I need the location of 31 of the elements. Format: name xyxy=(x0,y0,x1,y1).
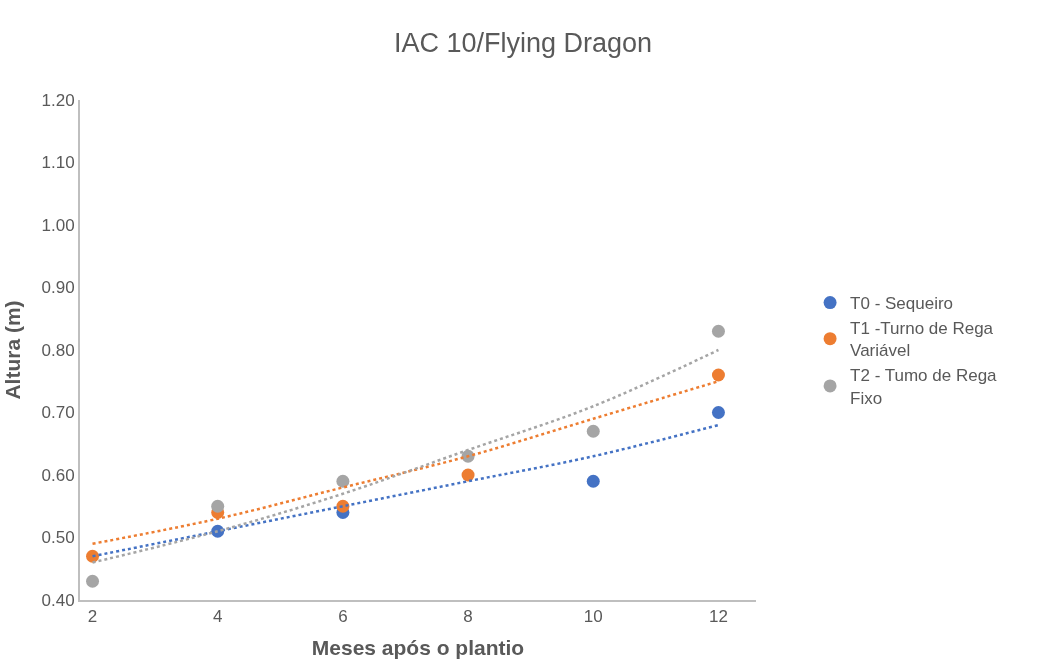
y-tick-label: 0.60 xyxy=(41,465,75,485)
y-tick-label: 0.50 xyxy=(41,528,75,548)
x-tick-label: 12 xyxy=(708,607,728,627)
chart-title: IAC 10/Flying Dragon xyxy=(393,28,653,59)
y-tick-label: 1.00 xyxy=(41,215,75,235)
x-tick-label: 2 xyxy=(87,607,98,627)
x-tick-label: 6 xyxy=(338,607,348,627)
point xyxy=(586,424,600,438)
y-tick-label: 0.40 xyxy=(41,590,75,610)
legend-label: T0 - Sequeiro xyxy=(850,294,954,314)
x-tick-label: 4 xyxy=(212,607,223,627)
x-tick-label: 8 xyxy=(463,607,473,627)
y-tick-label: 1.20 xyxy=(41,90,75,110)
point xyxy=(211,499,225,513)
x-axis-title: Meses após o plantio xyxy=(311,636,525,660)
x-tick-label: 10 xyxy=(583,607,603,627)
legend-label: T2 - Tumo de Rega Fixo xyxy=(850,366,998,408)
point xyxy=(711,368,725,382)
y-tick-label: 0.90 xyxy=(41,278,75,298)
y-tick-label: 0.80 xyxy=(41,340,75,360)
y-tick-label: 1.10 xyxy=(41,153,75,173)
y-axis-title: Altura (m) xyxy=(1,300,25,400)
point xyxy=(711,324,725,338)
point xyxy=(336,474,350,488)
point xyxy=(461,468,475,482)
legend-label: T1 -Turno de Rega Variável xyxy=(850,319,994,361)
point xyxy=(86,574,100,588)
point xyxy=(586,474,600,488)
y-tick-label: 0.70 xyxy=(41,403,75,423)
point xyxy=(86,549,100,563)
point xyxy=(711,406,725,419)
